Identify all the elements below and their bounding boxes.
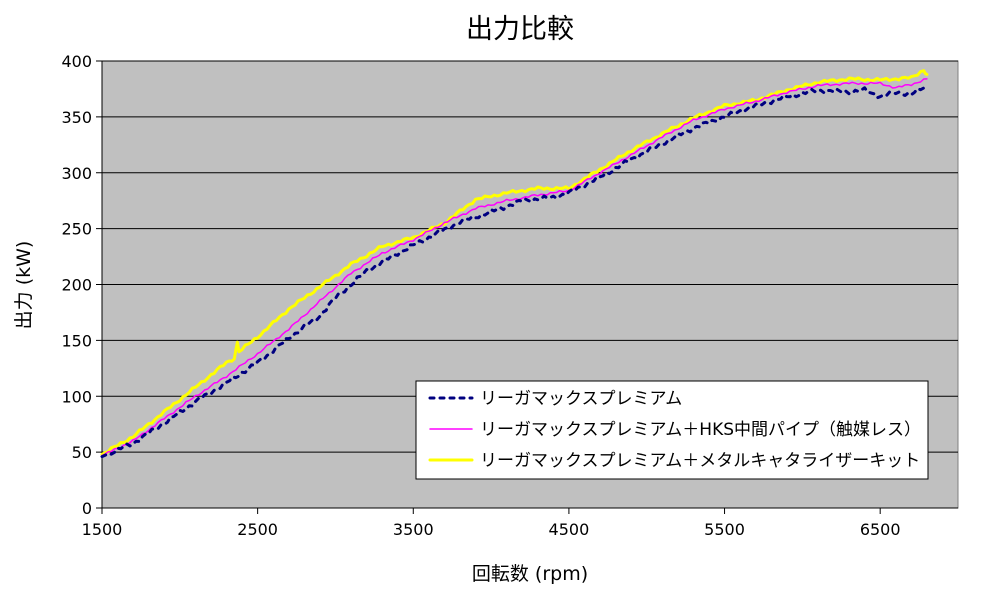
series-layer <box>100 69 929 459</box>
series-line-2 <box>101 78 928 457</box>
x-axis-title: 回転数 (rpm) <box>472 563 588 585</box>
series-line-1 <box>100 84 929 459</box>
legend-box <box>415 380 929 480</box>
x-tick-label: 3500 <box>393 520 434 539</box>
y-tick-label: 150 <box>61 331 92 350</box>
y-tick-label: 50 <box>72 443 92 462</box>
x-tick-label: 5500 <box>704 520 745 539</box>
y-tick-label: 250 <box>61 220 92 239</box>
x-tick-label: 4500 <box>549 520 590 539</box>
y-tick-label: 100 <box>61 387 92 406</box>
y-tick-label: 400 <box>61 52 92 71</box>
y-tick-label: 300 <box>61 164 92 183</box>
x-axis-ticks: 1500 2500 3500 4500 5500 6500 <box>82 508 901 539</box>
x-tick-label: 1500 <box>82 520 123 539</box>
legend-label: リーガマックスプレミアム <box>480 389 682 409</box>
y-tick-label: 350 <box>61 108 92 127</box>
legend-label: リーガマックスプレミアム＋HKS中間パイプ（触媒レス） <box>480 420 921 440</box>
y-tick-label: 0 <box>82 499 92 518</box>
series-line-3 <box>100 69 929 456</box>
y-axis-ticks: 0 50 100 150 200 250 300 350 400 <box>61 52 102 518</box>
x-tick-label: 2500 <box>237 520 278 539</box>
y-axis-title: 出力 (kW) <box>13 241 35 330</box>
chart-title: 出力比較 <box>466 14 574 45</box>
legend-label: リーガマックスプレミアム＋メタルキャタライザーキット <box>480 451 920 471</box>
x-tick-label: 6500 <box>860 520 901 539</box>
y-tick-label: 200 <box>61 276 92 295</box>
